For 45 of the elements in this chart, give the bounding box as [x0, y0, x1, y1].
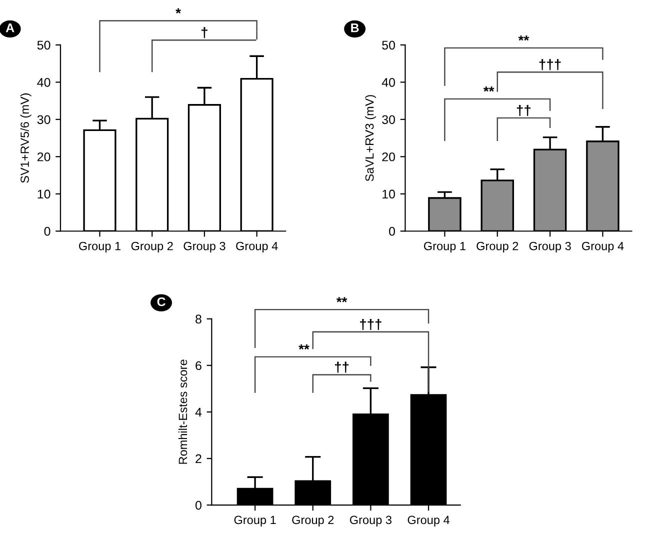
y-tick-label: 30 — [37, 115, 50, 124]
y-axis-title: SV1+RV5/6 (mV) — [20, 93, 32, 183]
y-tick-label: 4 — [195, 408, 202, 416]
text: B — [351, 24, 359, 32]
x-tick-label: Group 4 — [582, 242, 624, 253]
y-tick-label: 2 — [196, 454, 202, 464]
annotation: †† — [516, 104, 531, 116]
x-tick-label: Group 4 — [236, 242, 278, 253]
y-axis-title: Romhilt-Estes score — [178, 360, 188, 464]
x-tick-label: Group 2 — [292, 516, 334, 526]
y-tick-label: 30 — [382, 115, 396, 124]
x-tick-label: Group 3 — [350, 516, 392, 526]
x-tick-label: Group 4 — [408, 516, 450, 526]
text: * — [176, 8, 181, 14]
y-tick-label: 20 — [382, 152, 396, 162]
y-tick-label: 6 — [196, 361, 202, 370]
x-tick-label: Group 3 — [184, 242, 226, 253]
y-tick-label: 0 — [389, 226, 396, 236]
y-tick-label: 10 — [382, 190, 396, 199]
annotation: †† — [334, 362, 349, 373]
annotation: ††† — [539, 59, 561, 70]
annotation: ** — [298, 344, 310, 350]
text: C — [157, 297, 166, 306]
x-tick-label: Group 2 — [131, 242, 173, 253]
text: ** — [518, 35, 530, 41]
y-tick-label: 0 — [195, 500, 202, 510]
x-tick-label: Group 1 — [234, 516, 276, 526]
annotation: ††† — [360, 318, 382, 330]
x-tick-label: Group 2 — [476, 242, 518, 253]
y-tick-label: 40 — [37, 78, 50, 87]
x-tick-label: Group 1 — [79, 242, 120, 253]
y-tick-label: 50 — [37, 40, 50, 50]
text: ** — [336, 297, 348, 302]
y-tick-label: 10 — [38, 190, 50, 199]
y-axis-title: SaVL+RV3 (mV) — [365, 95, 376, 182]
y-tick-label: 50 — [382, 40, 396, 50]
y-tick-label: 8 — [196, 314, 202, 324]
x-tick-label: Group 3 — [529, 242, 571, 253]
text: A — [6, 24, 14, 32]
y-tick-label: 0 — [44, 226, 50, 236]
y-tick-label: 20 — [37, 152, 50, 162]
y-tick-label: 40 — [382, 78, 396, 87]
x-tick-label: Group 1 — [424, 242, 466, 253]
text: † — [202, 27, 208, 38]
annotation: ** — [483, 86, 494, 92]
